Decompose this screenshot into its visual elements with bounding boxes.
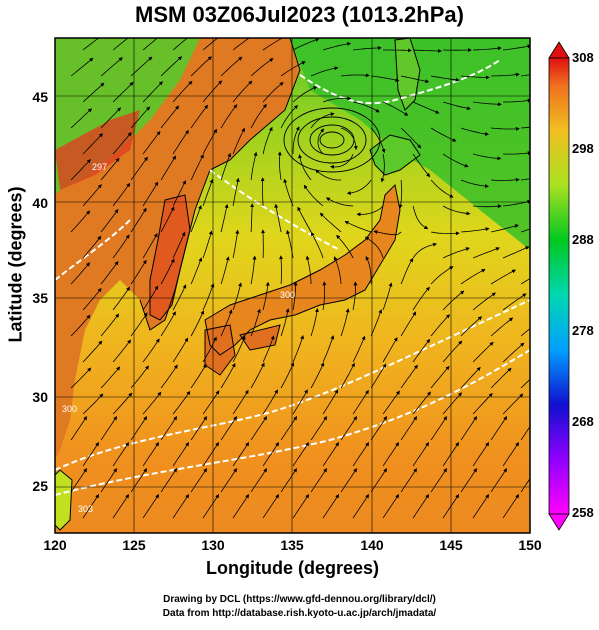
y-tick-label: 30: [32, 389, 48, 405]
colorbar-tick: 258: [572, 505, 594, 520]
contour-label: 300: [62, 404, 77, 414]
y-tick-label: 25: [32, 478, 48, 494]
map-plot-area: [55, 32, 561, 533]
credit-drawing: Drawing by DCL (https://www.gfd-dennou.o…: [0, 594, 599, 605]
contour-label: 303: [78, 504, 93, 514]
colorbar: 308 298 288 278 268 258: [549, 42, 594, 530]
colorbar-tick: 298: [572, 141, 594, 156]
y-tick-label: 45: [32, 89, 48, 105]
colorbar-tick: 278: [572, 323, 594, 338]
y-axis: 25 30 35 40 45: [32, 89, 48, 494]
credit-data: Data from http://database.rish.kyoto-u.a…: [0, 608, 599, 619]
y-tick-label: 35: [32, 290, 48, 306]
x-tick-label: 130: [201, 537, 225, 553]
colorbar-top-triangle: [549, 42, 569, 58]
x-tick-label: 145: [439, 537, 463, 553]
x-tick-label: 140: [360, 537, 384, 553]
x-tick-label: 150: [518, 537, 542, 553]
streamline: [533, 443, 549, 466]
streamline: [533, 495, 549, 518]
colorbar-scale: [549, 58, 569, 514]
colorbar-bottom-triangle: [549, 514, 569, 530]
colorbar-tick: 308: [572, 50, 594, 65]
y-axis-label: Latitude (degrees): [6, 223, 27, 343]
x-tick-label: 135: [280, 537, 304, 553]
colorbar-tick: 268: [572, 414, 594, 429]
contour-label: 300: [280, 290, 295, 300]
x-tick-label: 125: [122, 537, 146, 553]
x-axis: 120 125 130 135 140 145 150: [43, 537, 542, 553]
contour-label: 297: [92, 162, 107, 172]
y-tick-label: 40: [32, 195, 48, 211]
x-axis-label: Longitude (degrees): [55, 558, 530, 579]
colorbar-tick: 288: [572, 232, 594, 247]
x-tick-label: 120: [43, 537, 67, 553]
